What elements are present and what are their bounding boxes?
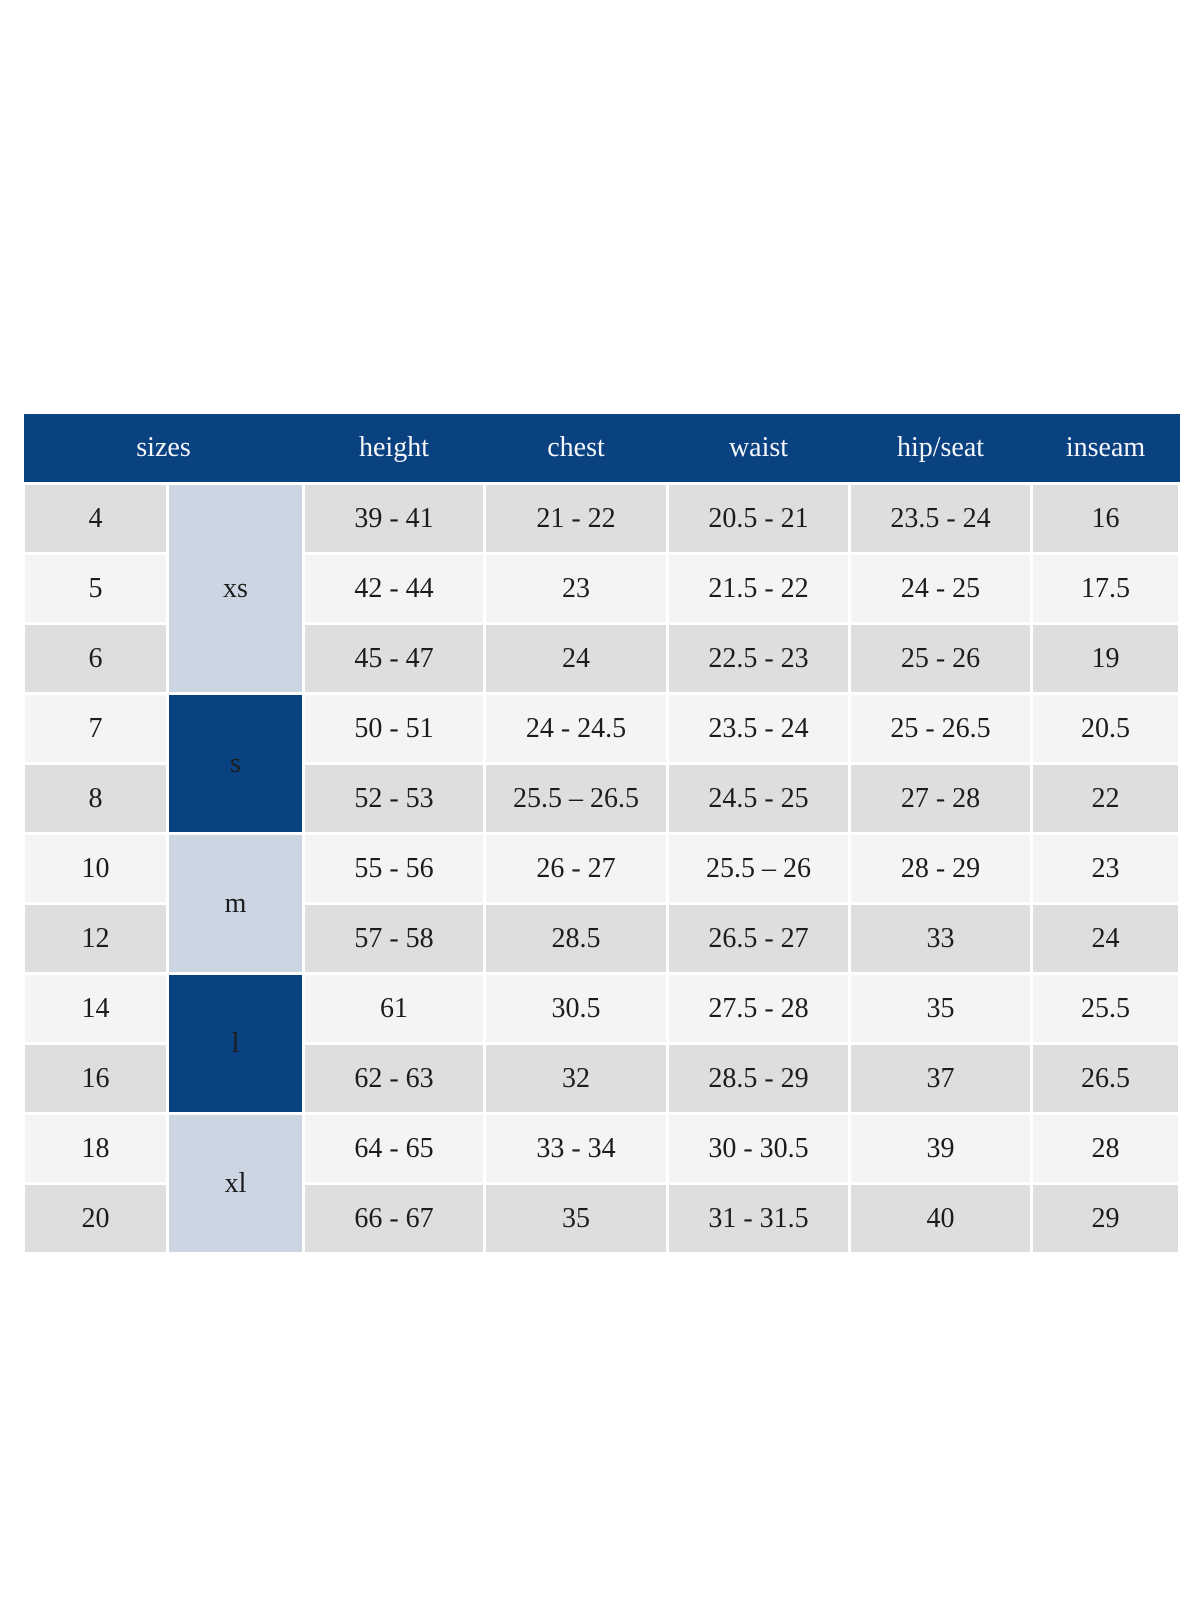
table-row-size-4: 4 xs 39 - 41 21 - 22 20.5 - 21 23.5 - 24… (22, 482, 1181, 695)
table-row-size-12: 12 57 - 58 28.5 26.5 - 27 33 24 (22, 902, 1181, 975)
size-number: 7 (22, 692, 169, 765)
header-inseam: inseam (1031, 414, 1180, 485)
size-number: 5 (22, 552, 169, 625)
size-number: 10 (22, 832, 169, 905)
chest-value: 25.5 – 26.5 (483, 762, 669, 835)
waist-value: 20.5 - 21 (666, 482, 851, 555)
height-value: 64 - 65 (302, 1112, 486, 1185)
inseam-value: 19 (1030, 622, 1181, 695)
waist-value: 31 - 31.5 (666, 1182, 851, 1255)
waist-value: 28.5 - 29 (666, 1042, 851, 1115)
chest-value: 35 (483, 1182, 669, 1255)
hip-seat-value: 24 - 25 (848, 552, 1033, 625)
waist-value: 23.5 - 24 (666, 692, 851, 765)
hip-seat-value: 28 - 29 (848, 832, 1033, 905)
height-value: 45 - 47 (302, 622, 486, 695)
height-value: 42 - 44 (302, 552, 486, 625)
size-number: 20 (22, 1182, 169, 1255)
table-row-size-7: 7 s 50 - 51 24 - 24.5 23.5 - 24 25 - 26.… (22, 692, 1181, 835)
hip-seat-value: 33 (848, 902, 1033, 975)
table-row-size-14: 14 l 61 30.5 27.5 - 28 35 25.5 (22, 972, 1181, 1115)
size-group-xl: xl (166, 1112, 305, 1255)
inseam-value: 24 (1030, 902, 1181, 975)
inseam-value: 17.5 (1030, 552, 1181, 625)
waist-value: 26.5 - 27 (666, 902, 851, 975)
height-value: 52 - 53 (302, 762, 486, 835)
size-group-xs: xs (166, 482, 305, 695)
size-chart-header: sizes height chest waist hip/seat inseam (23, 414, 1180, 485)
size-number: 12 (22, 902, 169, 975)
inseam-value: 22 (1030, 762, 1181, 835)
table-row-size-8: 8 52 - 53 25.5 – 26.5 24.5 - 25 27 - 28 … (22, 762, 1181, 835)
hip-seat-value: 37 (848, 1042, 1033, 1115)
waist-value: 25.5 – 26 (666, 832, 851, 905)
header-sizes: sizes (23, 414, 304, 485)
header-row: sizes height chest waist hip/seat inseam (23, 414, 1180, 485)
size-group-m: m (166, 832, 305, 975)
size-number: 6 (22, 622, 169, 695)
waist-value: 22.5 - 23 (666, 622, 851, 695)
size-number: 18 (22, 1112, 169, 1185)
size-group-s: s (166, 692, 305, 835)
inseam-value: 20.5 (1030, 692, 1181, 765)
height-value: 57 - 58 (302, 902, 486, 975)
chest-value: 33 - 34 (483, 1112, 669, 1185)
waist-value: 30 - 30.5 (666, 1112, 851, 1185)
size-group-l: l (166, 972, 305, 1115)
waist-value: 27.5 - 28 (666, 972, 851, 1045)
height-value: 55 - 56 (302, 832, 486, 905)
header-height: height (303, 414, 485, 485)
inseam-value: 26.5 (1030, 1042, 1181, 1115)
inseam-value: 25.5 (1030, 972, 1181, 1045)
header-chest: chest (484, 414, 668, 485)
inseam-value: 28 (1030, 1112, 1181, 1185)
table-row-size-6: 6 45 - 47 24 22.5 - 23 25 - 26 19 (22, 622, 1181, 695)
table-row-size-16: 16 62 - 63 32 28.5 - 29 37 26.5 (22, 1042, 1181, 1115)
height-value: 62 - 63 (302, 1042, 486, 1115)
chest-value: 24 - 24.5 (483, 692, 669, 765)
height-value: 66 - 67 (302, 1182, 486, 1255)
inseam-value: 23 (1030, 832, 1181, 905)
inseam-value: 29 (1030, 1182, 1181, 1255)
size-number: 14 (22, 972, 169, 1045)
chest-value: 23 (483, 552, 669, 625)
inseam-value: 16 (1030, 482, 1181, 555)
table-row-size-18: 18 xl 64 - 65 33 - 34 30 - 30.5 39 28 (22, 1112, 1181, 1255)
chest-value: 28.5 (483, 902, 669, 975)
height-value: 39 - 41 (302, 482, 486, 555)
chest-value: 30.5 (483, 972, 669, 1045)
waist-value: 24.5 - 25 (666, 762, 851, 835)
hip-seat-value: 40 (848, 1182, 1033, 1255)
hip-seat-value: 35 (848, 972, 1033, 1045)
table-row-size-10: 10 m 55 - 56 26 - 27 25.5 – 26 28 - 29 2… (22, 832, 1181, 975)
header-waist: waist (667, 414, 850, 485)
size-chart-body: 4 xs 39 - 41 21 - 22 20.5 - 21 23.5 - 24… (22, 482, 1181, 1255)
chest-value: 26 - 27 (483, 832, 669, 905)
waist-value: 21.5 - 22 (666, 552, 851, 625)
chest-value: 21 - 22 (483, 482, 669, 555)
hip-seat-value: 27 - 28 (848, 762, 1033, 835)
table-row-size-20: 20 66 - 67 35 31 - 31.5 40 29 (22, 1182, 1181, 1255)
size-number: 4 (22, 482, 169, 555)
table-row-size-5: 5 42 - 44 23 21.5 - 22 24 - 25 17.5 (22, 552, 1181, 625)
hip-seat-value: 23.5 - 24 (848, 482, 1033, 555)
hip-seat-value: 25 - 26.5 (848, 692, 1033, 765)
size-number: 16 (22, 1042, 169, 1115)
header-hip-seat: hip/seat (849, 414, 1032, 485)
size-chart-table: sizes height chest waist hip/seat inseam… (22, 414, 1181, 1255)
height-value: 61 (302, 972, 486, 1045)
hip-seat-value: 39 (848, 1112, 1033, 1185)
chest-value: 32 (483, 1042, 669, 1115)
height-value: 50 - 51 (302, 692, 486, 765)
hip-seat-value: 25 - 26 (848, 622, 1033, 695)
chest-value: 24 (483, 622, 669, 695)
size-number: 8 (22, 762, 169, 835)
